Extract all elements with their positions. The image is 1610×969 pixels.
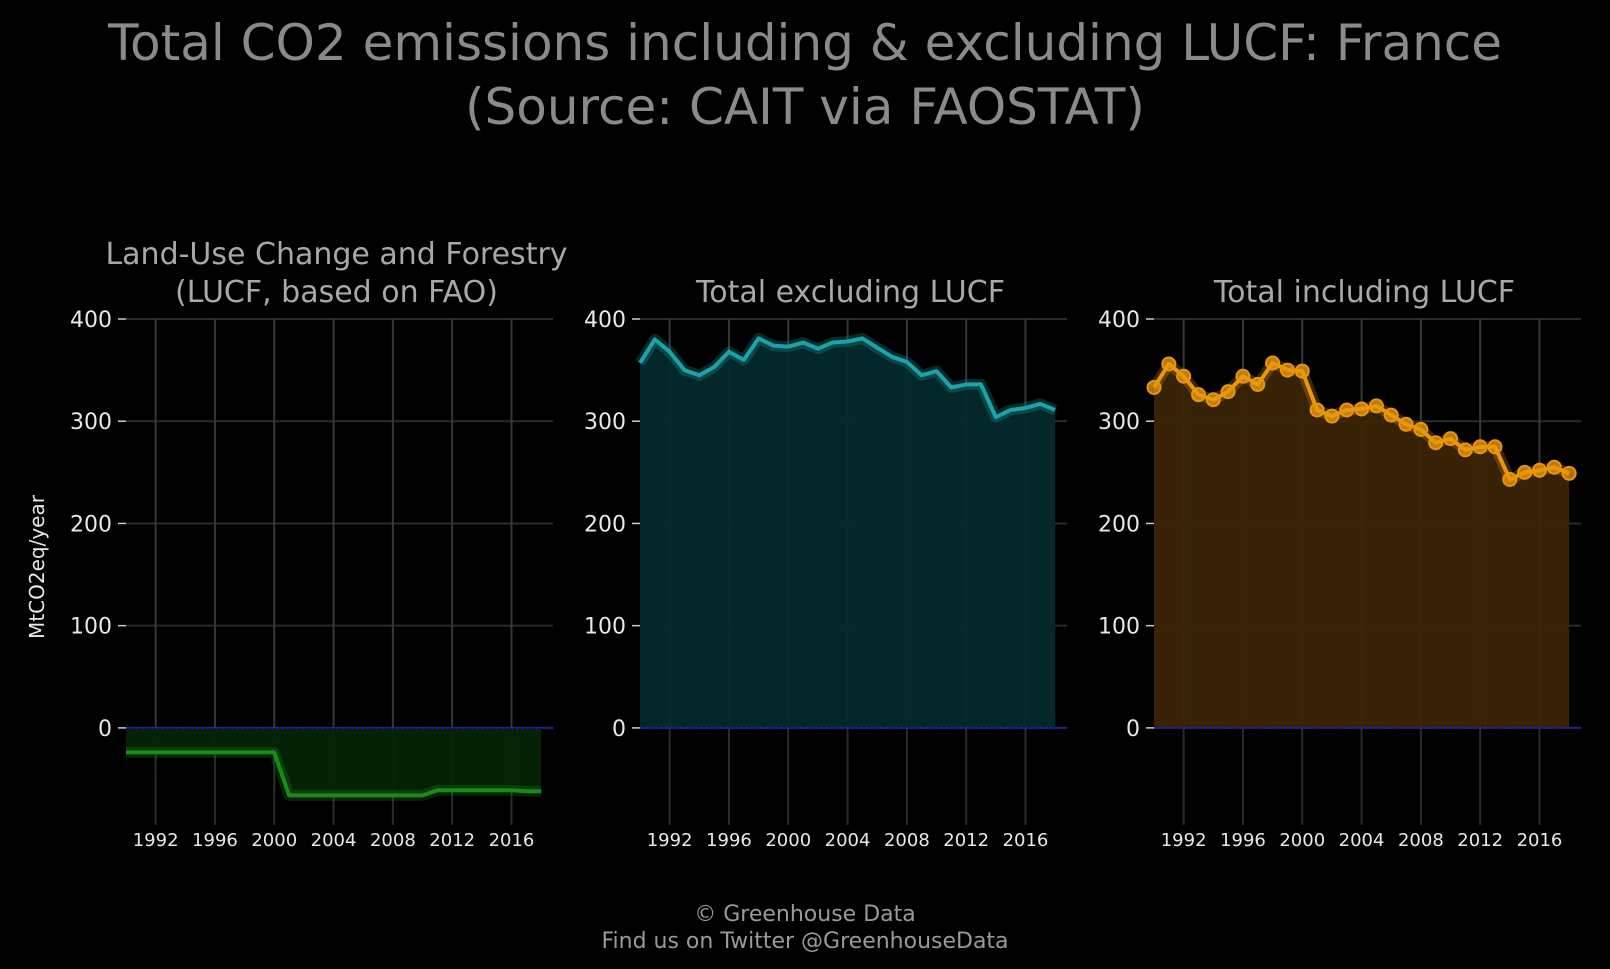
xtick-label: 2000 bbox=[1279, 830, 1325, 851]
xtick-label: 2008 bbox=[370, 830, 416, 851]
data-point bbox=[1561, 465, 1577, 481]
panel-title: Land-Use Change and Forestry bbox=[105, 237, 567, 272]
xtick-label: 2012 bbox=[943, 830, 989, 851]
xtick-label: 2000 bbox=[251, 830, 297, 851]
data-point bbox=[1190, 387, 1206, 403]
ytick-label: 400 bbox=[1098, 308, 1140, 333]
series-area-fill bbox=[126, 727, 542, 796]
panel-title: Total excluding LUCF bbox=[695, 275, 1005, 310]
ytick-label: 0 bbox=[612, 717, 626, 742]
data-point bbox=[1443, 431, 1459, 447]
credit-line-2: Find us on Twitter @GreenhouseData bbox=[601, 929, 1008, 954]
xtick-label: 2008 bbox=[1398, 830, 1444, 851]
data-point bbox=[1279, 362, 1295, 378]
data-point bbox=[1502, 471, 1518, 487]
data-point bbox=[1546, 459, 1562, 475]
xtick-label: 2000 bbox=[765, 830, 811, 851]
data-point bbox=[1324, 408, 1340, 424]
xtick-label: 2016 bbox=[489, 830, 535, 851]
xtick-label: 1996 bbox=[706, 830, 752, 851]
y-axis-label: MtCO2eq/year bbox=[25, 494, 49, 639]
panel-title: Total including LUCF bbox=[1213, 275, 1515, 310]
data-point bbox=[1161, 356, 1177, 372]
panel-title: (LUCF, based on FAO) bbox=[175, 275, 498, 310]
xtick-label: 2016 bbox=[1517, 830, 1563, 851]
xtick-label: 1992 bbox=[1161, 830, 1207, 851]
data-point bbox=[1205, 392, 1221, 408]
data-point bbox=[1235, 368, 1251, 384]
credit-line-1: © Greenhouse Data bbox=[694, 902, 915, 927]
xtick-label: 2004 bbox=[1339, 830, 1385, 851]
data-point bbox=[1487, 439, 1503, 455]
chart-title-line-1: Total CO2 emissions including & excludin… bbox=[107, 14, 1502, 72]
series-line bbox=[126, 750, 542, 798]
series-line bbox=[638, 336, 1056, 420]
ytick-label: 100 bbox=[70, 615, 112, 640]
xtick-label: 2008 bbox=[884, 830, 930, 851]
data-point bbox=[1472, 439, 1488, 455]
ytick-label: 200 bbox=[1098, 512, 1140, 537]
ytick-label: 400 bbox=[70, 308, 112, 333]
chart-title-line-2: (Source: CAIT via FAOSTAT) bbox=[465, 78, 1145, 136]
data-point bbox=[1146, 379, 1162, 395]
data-point bbox=[1368, 398, 1384, 414]
ytick-label: 0 bbox=[1126, 717, 1140, 742]
series-area-fill bbox=[1154, 362, 1570, 728]
data-point bbox=[1309, 402, 1325, 418]
xtick-label: 1992 bbox=[133, 830, 179, 851]
ytick-label: 300 bbox=[584, 410, 626, 435]
data-point bbox=[1428, 435, 1444, 451]
ytick-label: 200 bbox=[70, 512, 112, 537]
ytick-label: 200 bbox=[584, 512, 626, 537]
data-point bbox=[1250, 376, 1266, 392]
data-point bbox=[1517, 464, 1533, 480]
xtick-label: 1996 bbox=[192, 830, 238, 851]
data-point bbox=[1176, 368, 1192, 384]
xtick-label: 2012 bbox=[1457, 830, 1503, 851]
ytick-label: 100 bbox=[584, 615, 626, 640]
ytick-label: 300 bbox=[1098, 410, 1140, 435]
xtick-label: 1992 bbox=[647, 830, 693, 851]
ytick-label: 0 bbox=[98, 717, 112, 742]
data-point bbox=[1457, 442, 1473, 458]
data-point bbox=[1413, 421, 1429, 437]
series-area-fill bbox=[640, 338, 1056, 728]
ytick-label: 100 bbox=[1098, 615, 1140, 640]
data-point bbox=[1265, 355, 1281, 371]
data-point bbox=[1531, 462, 1547, 478]
data-point bbox=[1294, 363, 1310, 379]
xtick-label: 2012 bbox=[429, 830, 475, 851]
ytick-label: 300 bbox=[70, 410, 112, 435]
data-point bbox=[1220, 384, 1236, 400]
panel-2: 0 100 200 300 400 1992 1996 2000 2004 2008 2012 201… bbox=[584, 275, 1067, 851]
xtick-label: 2004 bbox=[311, 830, 357, 851]
ytick-label: 400 bbox=[584, 308, 626, 333]
grid bbox=[126, 318, 553, 825]
panel-3: 0 100 200 300 400 1992 1996 2000 2004 2008 2012 201… bbox=[1098, 275, 1581, 851]
xtick-label: 2016 bbox=[1003, 830, 1049, 851]
data-point bbox=[1339, 402, 1355, 418]
data-point bbox=[1398, 416, 1414, 432]
data-point bbox=[1354, 401, 1370, 417]
xtick-label: 1996 bbox=[1220, 830, 1266, 851]
xtick-label: 2004 bbox=[825, 830, 871, 851]
panel-1: 0 100 200 300 400 1992 1996 2000 2004 2008 2012 201… bbox=[25, 237, 568, 851]
data-point bbox=[1383, 407, 1399, 423]
